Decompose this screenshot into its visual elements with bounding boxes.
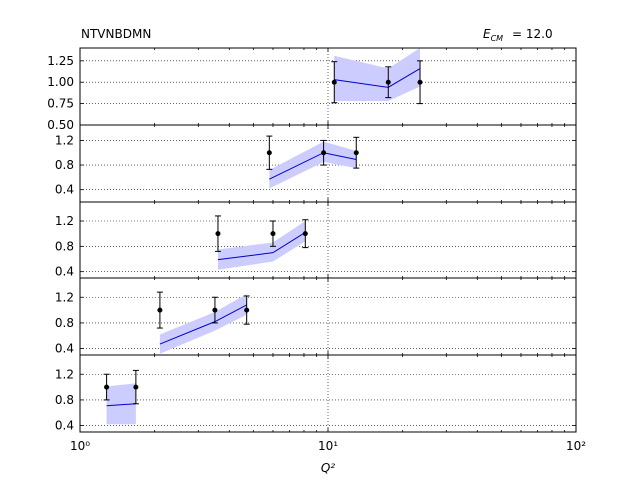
y-tick-label: 1.00 [47, 75, 74, 89]
y-tick-label: 0.75 [47, 97, 74, 111]
data-marker [157, 307, 163, 313]
data-marker [104, 384, 110, 390]
data-point [132, 369, 139, 405]
data-point [243, 295, 250, 325]
panel-background [80, 355, 576, 432]
y-tick-label: 0.8 [55, 393, 74, 407]
panel-3: 0.4 0.8 1.2 [55, 201, 577, 279]
data-point [417, 60, 424, 105]
panel-background [80, 202, 576, 278]
data-marker [266, 150, 272, 156]
data-point [385, 66, 392, 99]
model-line [217, 231, 306, 261]
energy-symbol: ECM [483, 27, 503, 43]
y-tick-label: 1.2 [55, 133, 74, 147]
x-tick-label: 10¹ [318, 439, 338, 453]
x-axis-label: Q² [321, 461, 335, 475]
y-tick-label: 0.4 [55, 183, 74, 197]
panel-5: 0.4 0.8 1.2 [55, 354, 577, 433]
data-marker [244, 307, 250, 313]
x-axis: 10⁰ 10¹ 10² [70, 439, 586, 453]
panel-background [80, 278, 576, 355]
x-tick-label: 10² [566, 439, 586, 453]
data-point [320, 139, 327, 166]
data-marker [321, 150, 327, 156]
data-marker [385, 79, 391, 85]
data-marker [331, 79, 337, 85]
data-marker [133, 384, 139, 390]
y-tick-label: 1.2 [55, 367, 74, 381]
uncertainty-band [334, 48, 421, 102]
data-point [214, 215, 221, 252]
y-tick-label: 0.50 [47, 118, 74, 132]
panel-frame [79, 354, 577, 433]
figure-title: NTVNBDMN [81, 27, 151, 41]
data-point [211, 296, 218, 324]
energy-value: = 12.0 [512, 27, 553, 41]
data-marker [302, 231, 308, 237]
y-tick-label: 0.8 [55, 316, 74, 330]
uncertainty-band [217, 221, 306, 270]
panels: 0.50 0.75 1.00 1.25 0.4 0.8 1.2 0.4 0.8 1.2 0.4 0.8… [47, 47, 577, 433]
model-line [106, 403, 136, 407]
panel-4: 0.4 0.8 1.2 [55, 277, 577, 356]
data-point [269, 220, 276, 247]
data-marker [215, 231, 221, 237]
data-point [103, 373, 110, 401]
panel-1: 0.50 0.75 1.00 1.25 [47, 47, 577, 132]
y-tick-label: 0.4 [55, 342, 74, 356]
energy-label: ECM = 12.0 [483, 27, 553, 43]
panel-background [80, 125, 576, 202]
y-tick-label: 1.2 [55, 214, 74, 228]
y-tick-label: 0.4 [55, 265, 74, 279]
y-tick-label: 0.8 [55, 239, 74, 253]
panel-background [80, 48, 576, 125]
panel-2: 0.4 0.8 1.2 [55, 124, 577, 203]
data-marker [417, 79, 423, 85]
x-tick-label: 10⁰ [70, 439, 90, 453]
y-tick-label: 1.2 [55, 290, 74, 304]
uncertainty-band [159, 294, 247, 354]
data-marker [270, 231, 276, 237]
data-point [266, 135, 273, 170]
data-marker [212, 307, 218, 313]
y-tick-label: 0.4 [55, 419, 74, 433]
data-point [331, 61, 338, 104]
data-marker [353, 150, 359, 156]
y-tick-label: 1.25 [47, 54, 74, 68]
data-point [156, 291, 163, 329]
data-point [353, 136, 360, 169]
data-point [302, 219, 309, 249]
uncertainty-band [269, 141, 357, 189]
uncertainty-band [106, 383, 136, 425]
y-tick-label: 0.8 [55, 158, 74, 172]
